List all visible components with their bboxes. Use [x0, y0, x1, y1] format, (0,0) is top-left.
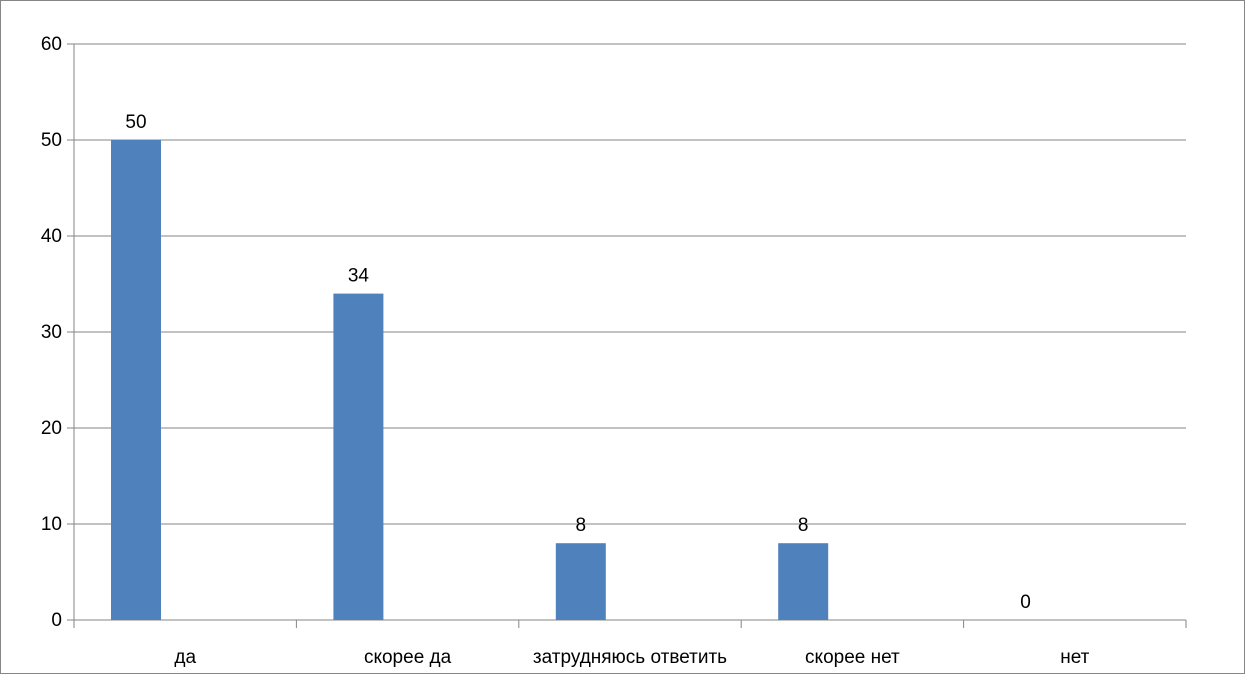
data-label: 34 — [348, 266, 370, 287]
y-tick-label: 30 — [41, 322, 62, 343]
x-category-label: скорее нет — [805, 647, 900, 668]
x-category-label: да — [174, 647, 196, 668]
y-tick-label: 20 — [41, 418, 62, 439]
data-label: 50 — [125, 112, 146, 133]
bar — [778, 543, 829, 620]
data-label: 0 — [1020, 592, 1031, 613]
bar — [333, 293, 384, 620]
y-tick-label: 40 — [41, 226, 62, 247]
x-category-label: затрудняюсь ответить — [533, 647, 727, 668]
bar — [111, 140, 161, 620]
y-tick-label: 50 — [41, 130, 62, 151]
x-category-label: нет — [1060, 647, 1089, 668]
y-tick-label: 10 — [41, 514, 62, 535]
bar — [555, 543, 606, 620]
y-tick-label: 0 — [51, 610, 62, 631]
data-label: 8 — [798, 515, 809, 536]
y-tick-label: 60 — [41, 34, 62, 55]
data-label: 8 — [576, 515, 587, 536]
x-category-label: скорее да — [364, 647, 452, 668]
